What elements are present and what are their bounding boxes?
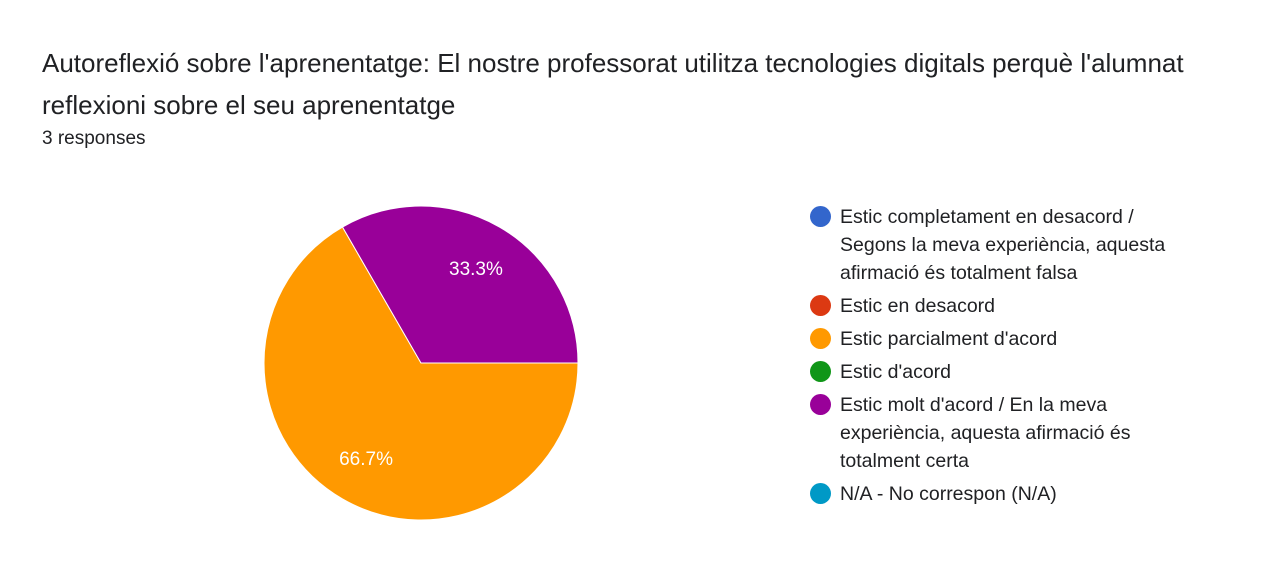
- legend-dot-icon: [810, 483, 831, 504]
- pie-chart: 66.7% 33.3%: [263, 205, 579, 521]
- legend-label: Estic parcialment d'acord: [840, 328, 1058, 350]
- legend-dot-icon: [810, 328, 831, 349]
- legend-dot-icon: [810, 295, 831, 316]
- pie-slice[interactable]: [341, 205, 579, 364]
- legend-label: N/A - No correspon (N/A): [840, 483, 1057, 505]
- legend-item[interactable]: Estic molt d'acord / En la meva experièn…: [810, 391, 1190, 475]
- legend-item[interactable]: Estic en desacord: [810, 292, 1190, 320]
- legend-item[interactable]: Estic d'acord: [810, 358, 1190, 386]
- slice-percent-label: 33.3%: [449, 259, 503, 280]
- slice-percent-label: 66.7%: [339, 449, 393, 470]
- legend-item[interactable]: Estic completament en desacord / Segons …: [810, 203, 1190, 287]
- legend-label: Estic molt d'acord / En la meva experièn…: [840, 394, 1131, 472]
- legend-dot-icon: [810, 361, 831, 382]
- legend-label: Estic d'acord: [840, 361, 952, 383]
- chart-title: Autoreflexió sobre l'aprenentatge: El no…: [42, 48, 1184, 120]
- legend-dot-icon: [810, 206, 831, 227]
- legend: Estic completament en desacord / Segons …: [810, 203, 1190, 513]
- legend-label: Estic en desacord: [840, 295, 996, 317]
- response-count: 3 responses: [42, 128, 146, 149]
- pie-slice[interactable]: [263, 226, 579, 521]
- legend-item[interactable]: N/A - No correspon (N/A): [810, 480, 1190, 508]
- legend-label: Estic completament en desacord / Segons …: [840, 206, 1166, 284]
- legend-item[interactable]: Estic parcialment d'acord: [810, 325, 1190, 353]
- legend-dot-icon: [810, 394, 831, 415]
